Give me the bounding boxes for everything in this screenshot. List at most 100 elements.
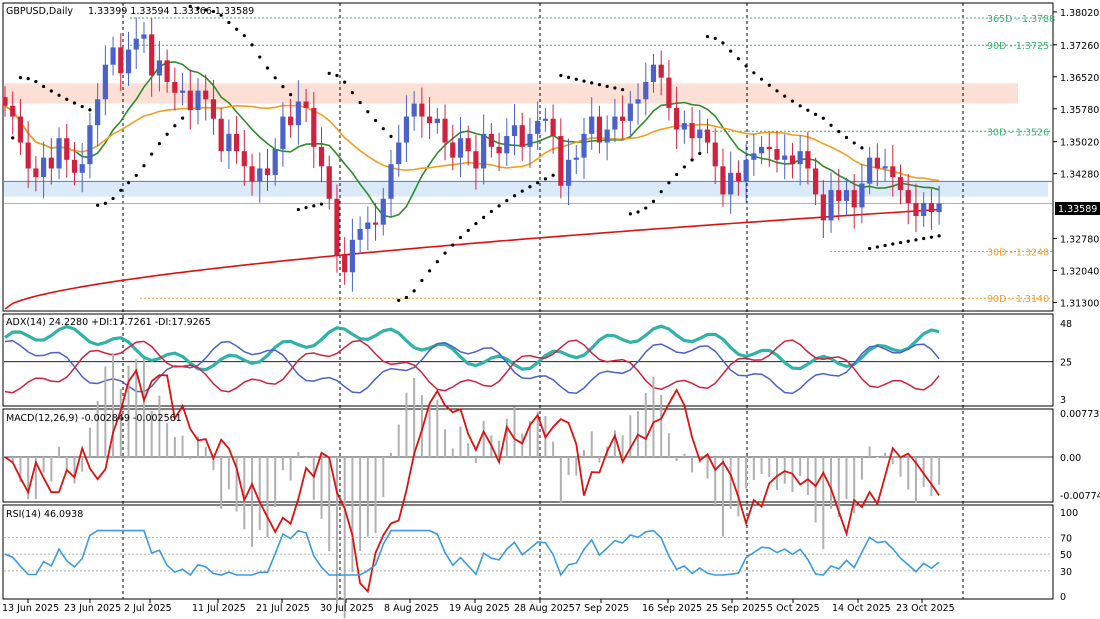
candle-body — [774, 149, 780, 160]
adx-tick-label: 48 — [1060, 319, 1072, 330]
sar-dot — [451, 243, 455, 247]
sar-dot — [512, 194, 517, 198]
sar-dot — [134, 173, 138, 178]
candle-body — [380, 198, 386, 225]
sar-dot — [621, 88, 625, 92]
candle-body — [481, 133, 487, 169]
sar-dot — [814, 112, 818, 116]
candle-body — [295, 101, 301, 126]
candle-body — [311, 107, 317, 147]
sar-dot — [667, 181, 671, 185]
candle-body — [249, 166, 255, 182]
sar-dot — [150, 152, 154, 156]
candle-body — [712, 142, 718, 167]
sar-dot — [775, 89, 779, 93]
sar-dot — [798, 104, 802, 108]
candle-body — [71, 159, 78, 173]
sar-dot — [605, 84, 609, 88]
x-tick-label: 25 Sep 2025 — [706, 603, 766, 614]
candle-body — [488, 133, 494, 147]
candle-body — [48, 157, 54, 169]
candle-body — [195, 90, 201, 111]
sar-dot — [11, 136, 15, 140]
candle-body — [766, 146, 772, 149]
sar-dot — [173, 124, 177, 128]
candle-body — [388, 164, 394, 199]
candle-body — [650, 64, 657, 82]
sar-dot — [165, 132, 169, 136]
sar-dot — [898, 240, 903, 245]
candle-body — [434, 118, 440, 124]
sar-dot — [281, 85, 285, 89]
rsi-tick-label: 0 — [1060, 592, 1066, 603]
sar-dot — [675, 172, 679, 177]
rsi-line — [4, 529, 940, 577]
sar-dot — [265, 66, 270, 70]
candle-body — [241, 151, 247, 167]
sar-dot — [327, 71, 331, 75]
sar-dot — [343, 80, 347, 84]
candle-body — [674, 107, 680, 130]
x-tick-label: 19 Aug 2025 — [449, 603, 510, 614]
symbol-label: GBPUSD,Daily — [6, 6, 73, 17]
macd-label: MACD(12,26,9) -0.002849 -0.002561 — [6, 413, 182, 424]
candle-body — [882, 166, 888, 169]
sar-dot — [729, 49, 733, 53]
candle-body — [172, 81, 178, 93]
candle-body — [789, 155, 796, 165]
candle-body — [280, 116, 286, 149]
sar-dot — [420, 278, 424, 283]
candle-body — [504, 136, 510, 154]
candle-body — [550, 118, 556, 137]
sar-dot — [381, 127, 385, 131]
price-tick-label: 1.32040 — [1060, 267, 1099, 278]
candle-body — [203, 90, 209, 100]
sar-dot — [435, 260, 439, 264]
x-tick-label: 21 Jul 2025 — [256, 603, 310, 614]
sar-dot — [119, 188, 123, 192]
candle-body — [936, 203, 942, 213]
candle-body — [535, 120, 541, 134]
candle-body — [843, 190, 850, 201]
price-tick-label: 1.32780 — [1060, 235, 1099, 246]
sar-dot — [289, 93, 293, 97]
sar-dot — [350, 91, 354, 95]
sar-dot — [551, 173, 555, 177]
candle-body — [326, 166, 332, 199]
sar-dot — [65, 97, 69, 101]
candle-body — [342, 254, 348, 273]
candle-body — [465, 138, 471, 152]
candle-body — [897, 177, 904, 191]
candle-body — [234, 133, 240, 152]
sar-dot — [744, 64, 748, 68]
sar-dot — [875, 245, 879, 249]
sar-dot — [204, 8, 208, 12]
sar-dot — [613, 86, 617, 90]
candle-body — [643, 81, 649, 100]
candle-body — [635, 99, 641, 104]
candle-body — [318, 146, 325, 167]
candle-body — [41, 157, 47, 178]
level-label: 30D - 1.3248 — [987, 247, 1049, 258]
candle-body — [581, 133, 587, 158]
candle-body — [851, 190, 857, 208]
candle-body — [542, 118, 548, 121]
macd-signal-line — [4, 368, 940, 594]
sar-dot — [914, 238, 918, 242]
sar-dot — [88, 108, 92, 112]
sar-dot — [458, 235, 463, 240]
candle-body — [411, 103, 417, 117]
sar-dot — [806, 108, 810, 112]
last-price-tag — [1055, 202, 1100, 215]
adx-label: ADX(14) 24.2280 +DI:17.7261 -DI:17.9265 — [6, 317, 211, 328]
candle-body — [666, 77, 672, 108]
candle-body — [511, 125, 518, 137]
level-label: 30D - 1.3526 — [987, 127, 1049, 138]
price-tick-label: 1.37260 — [1060, 41, 1099, 52]
sar-dot — [482, 215, 486, 219]
candle-body — [187, 90, 193, 111]
sar-dot — [528, 185, 532, 189]
sar-dot — [821, 116, 825, 120]
x-tick-label: 14 Oct 2025 — [832, 603, 891, 614]
